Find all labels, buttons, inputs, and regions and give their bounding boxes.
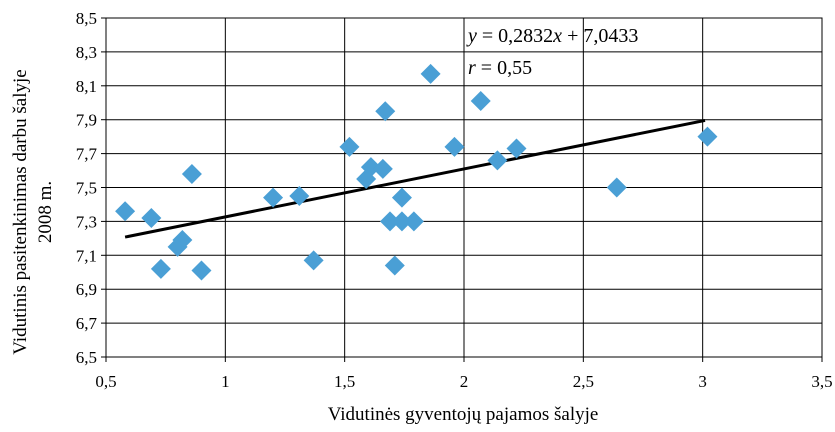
grid-layer (101, 17, 823, 362)
y-tick-label: 7,5 (76, 179, 97, 198)
trendline-layer (124, 118, 706, 239)
trendline (124, 118, 706, 239)
x-tick-label: 2,5 (573, 372, 594, 391)
y-axis-title-line1: Vidutinis pasitenkinimas darbu šalyje (10, 69, 31, 354)
regression-equation: y = 0,2832x + 7,0433 (466, 25, 638, 47)
x-axis-title: Vidutinės gyventojų pajamos šalyje (328, 404, 599, 425)
data-point (606, 177, 627, 198)
x-tick-label: 3 (698, 372, 707, 391)
data-point (391, 211, 412, 232)
data-point (506, 138, 527, 159)
y-tick-label: 7,1 (76, 246, 97, 265)
data-point (141, 208, 162, 229)
data-point (115, 201, 136, 222)
data-point (487, 150, 508, 171)
y-tick-label: 8,5 (76, 9, 97, 28)
y-tick-label: 7,7 (76, 145, 98, 164)
data-point (181, 163, 202, 184)
data-point (403, 211, 424, 232)
plot-area-frame (105, 17, 823, 358)
y-tick-label: 8,3 (76, 43, 97, 62)
y-tick-label: 7,9 (76, 111, 97, 130)
data-point (172, 230, 193, 251)
y-tick-label: 6,9 (76, 280, 97, 299)
data-point (339, 136, 360, 157)
y-tick-label: 6,5 (76, 348, 97, 367)
x-tick-label: 2 (460, 372, 469, 391)
data-point (360, 157, 381, 178)
data-point (380, 211, 401, 232)
data-points-layer (115, 63, 718, 281)
tick-labels-layer: 6,5 6,7 6,9 7,1 7,3 7,5 7,7 7,9 8,1 8,3 8,5 0,5 1 1,5… (76, 9, 833, 391)
y-axis-title-line2: 2008 m. (35, 181, 56, 243)
data-point (420, 63, 441, 84)
data-point (391, 187, 412, 208)
y-tick-label: 8,1 (76, 77, 97, 96)
x-tick-label: 1 (221, 372, 230, 391)
data-point (470, 91, 491, 112)
y-tick-label: 7,3 (76, 212, 97, 231)
data-point (263, 187, 284, 208)
data-point (384, 255, 405, 276)
data-point (375, 101, 396, 122)
x-tick-label: 3,5 (811, 372, 832, 391)
correlation-coefficient: r = 0,55 (468, 57, 532, 79)
data-point (289, 185, 310, 206)
data-point (303, 250, 324, 271)
x-tick-label: 0,5 (95, 372, 116, 391)
data-point (697, 126, 718, 147)
data-point (444, 136, 465, 157)
data-point (191, 260, 212, 281)
x-tick-label: 1,5 (334, 372, 355, 391)
y-tick-label: 6,7 (76, 314, 98, 333)
data-point (150, 258, 171, 279)
data-point (372, 158, 393, 179)
